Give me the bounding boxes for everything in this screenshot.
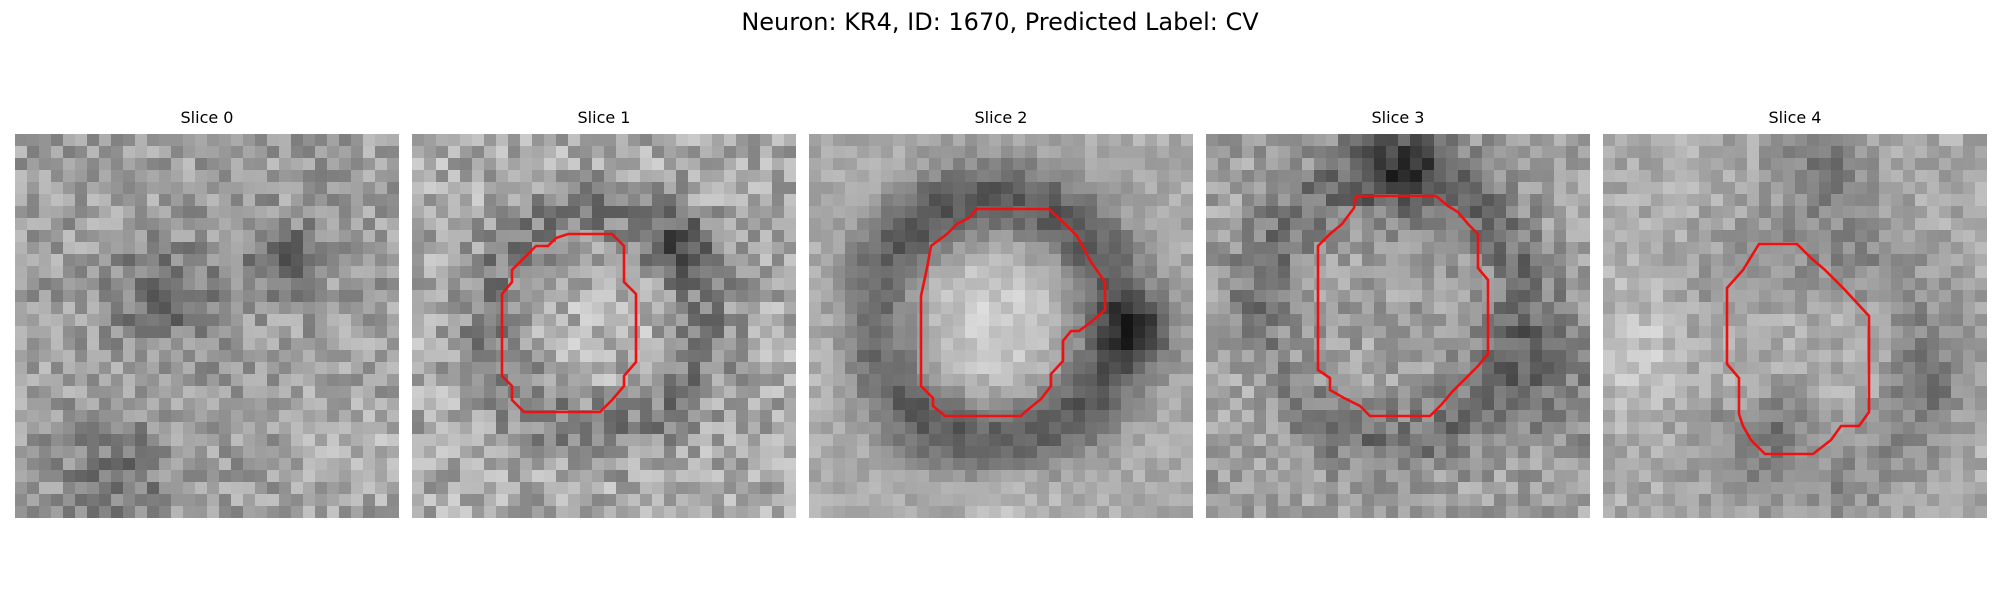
pixel-grid — [809, 134, 1193, 518]
slice-panel-2: Slice 2 — [809, 108, 1193, 518]
slice-image-4 — [1603, 134, 1987, 518]
slice-image-1 — [412, 134, 796, 518]
slice-panel-0: Slice 0 — [15, 108, 399, 518]
roi-contour — [1725, 242, 1871, 456]
pixel-grid — [1206, 134, 1590, 518]
figure-title: Neuron: KR4, ID: 1670, Predicted Label: … — [741, 8, 1259, 36]
roi-contour — [1316, 194, 1490, 418]
slice-panel-1: Slice 1 — [412, 108, 796, 518]
slice-panel-3: Slice 3 — [1206, 108, 1590, 518]
slice-image-3 — [1206, 134, 1590, 518]
slice-title-0: Slice 0 — [180, 108, 234, 127]
slice-title-4: Slice 4 — [1768, 108, 1822, 127]
pixel-grid — [15, 134, 399, 518]
roi-contour — [500, 232, 638, 414]
slice-panel-4: Slice 4 — [1603, 108, 1987, 518]
roi-contour — [919, 207, 1107, 418]
pixel-grid — [1603, 134, 1987, 518]
pixel-grid — [412, 134, 796, 518]
slice-image-2 — [809, 134, 1193, 518]
slice-title-3: Slice 3 — [1371, 108, 1425, 127]
slice-image-0 — [15, 134, 399, 518]
slice-title-1: Slice 1 — [577, 108, 631, 127]
slice-title-2: Slice 2 — [974, 108, 1028, 127]
